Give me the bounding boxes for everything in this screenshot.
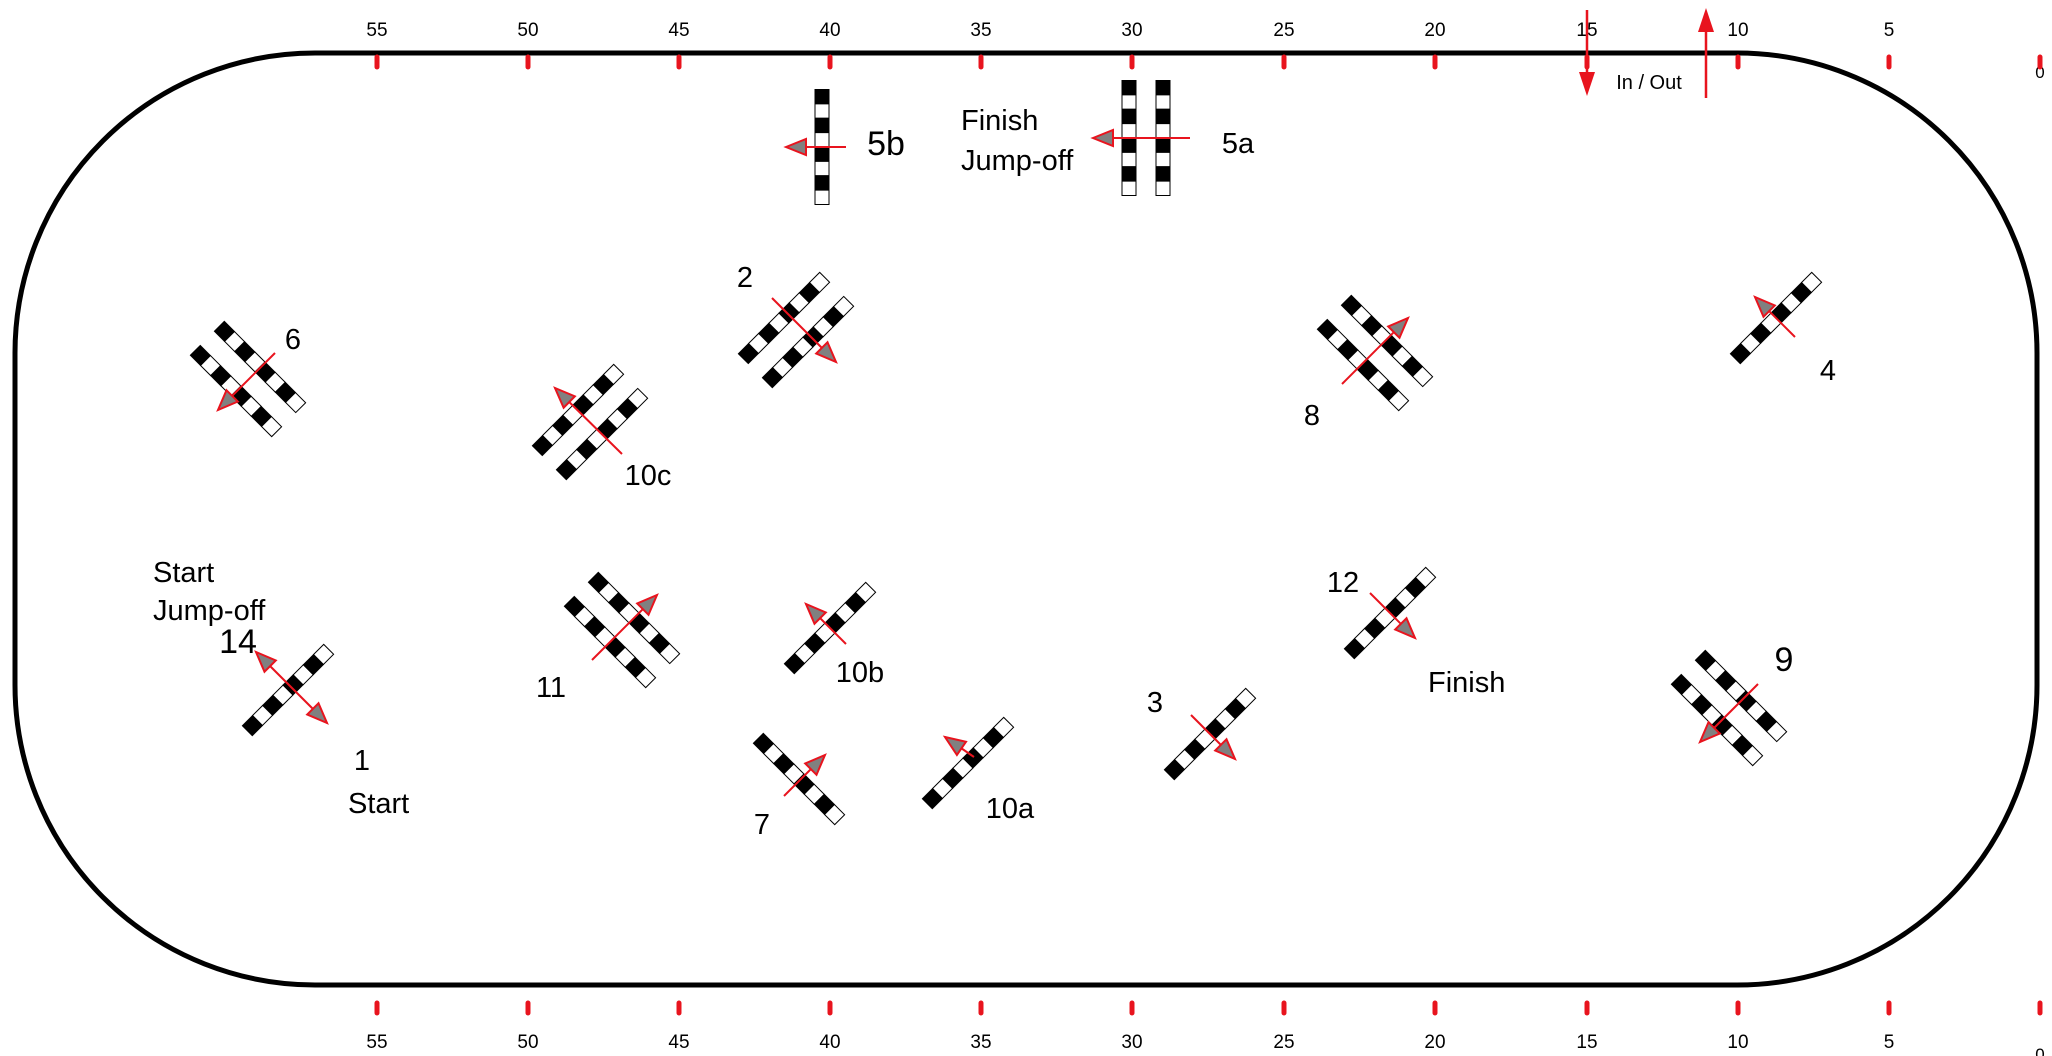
top-scale-label-10: 10 [1727,20,1748,41]
direction-arrows [216,128,1796,797]
fence-1-pole [241,643,335,737]
fence-2-pole-a [737,271,831,365]
fence-label-8: 8 [1304,400,1320,432]
fence-10b-arrow-head [804,602,828,626]
fence-1-arrow-head [305,701,329,725]
bottom-scale-label-55: 55 [366,1032,387,1053]
fences [189,80,1823,826]
fence-label-5a: 5a [1222,128,1255,160]
fence-8 [1316,294,1434,412]
top-scale-label-30: 30 [1121,20,1142,41]
fence-10a [921,716,1015,810]
fence-label-14: 14 [219,623,257,661]
finish-jumpoff-line1: Finish [961,105,1038,137]
fence-8-pole-b [1316,318,1410,412]
fence-label-3: 3 [1147,687,1163,719]
top-scale-label-35: 35 [970,20,991,41]
top-scale-label-5: 5 [1884,20,1895,41]
bottom-scale-label-15: 15 [1576,1032,1597,1053]
fence-1-arrow-head-back [254,650,278,674]
fence-11-arrow-head [635,593,659,617]
gate-in-arrow-head [1579,72,1595,96]
fence-1 [241,643,335,737]
fence-label-12: 12 [1327,567,1359,599]
fence-7-arrow-head [803,753,827,777]
arena-outline [12,50,2040,988]
fence-7-pole [752,732,846,826]
fence-2-arrow-head [814,340,838,364]
top-scale-label-0: 0 [2035,63,2044,82]
start-jumpoff-line1: Start [153,557,214,589]
fence-6-arrow-head [216,388,240,412]
fence-9-pole-b [1670,673,1764,767]
fence-3-arrow-head [1213,737,1237,761]
in-out-gate: In / Out [1579,8,1714,98]
top-scale-label-55: 55 [366,20,387,41]
bottom-scale-ticks [374,1000,2043,1016]
fence-label-9: 9 [1775,641,1794,679]
finish-jumpoff-line2: Jump-off [961,145,1074,177]
fence-labels: 1 2 3 4 5a 5b 6 7 8 9 10a 10b 10c 11 12 … [219,125,1836,841]
fence-label-10b: 10b [836,657,884,689]
start-jumpoff-line2: Jump-off [153,595,266,627]
bottom-scale-label-20: 20 [1424,1032,1445,1053]
top-scale-label-45: 45 [668,20,689,41]
gate-out-arrow-head [1698,8,1714,32]
top-scale-label-25: 25 [1273,20,1294,41]
top-scale-label-50: 50 [517,20,538,41]
bottom-scale: 55 50 45 40 35 30 25 20 15 10 5 0 [366,1000,2045,1056]
fence-9-arrow-head [1698,720,1722,744]
fence-label-2: 2 [737,262,753,294]
fence-label-4: 4 [1820,355,1836,387]
bottom-scale-label-40: 40 [819,1032,840,1053]
bottom-scale-label-30: 30 [1121,1032,1142,1053]
fence-5b-arrow-head [783,137,807,157]
fence-8-arrow-head [1386,316,1410,340]
fence-label-10a: 10a [986,793,1035,825]
fence-label-7: 7 [754,809,770,841]
fence-label-10c: 10c [625,460,672,492]
fence-12-arrow-head [1393,616,1417,640]
fence-label-1: 1 [354,745,370,777]
bottom-scale-label-5: 5 [1884,1032,1895,1053]
fence-4-arrow-head [1753,295,1777,319]
fence-5a [1121,80,1171,196]
course-notes: Start Start Jump-off Finish Finish Jump-… [153,105,1505,820]
top-scale-label-20: 20 [1424,20,1445,41]
bottom-scale-label-45: 45 [668,1032,689,1053]
start-label: Start [348,788,409,820]
fence-5a-arrow-head [1090,128,1114,148]
bottom-scale-label-25: 25 [1273,1032,1294,1053]
gate-label: In / Out [1616,72,1682,94]
fence-5a-pole-a [1155,80,1171,196]
fence-10a-pole [921,716,1015,810]
fence-2-pole-b [761,295,855,389]
fence-label-5b: 5b [867,125,905,163]
top-scale-label-40: 40 [819,20,840,41]
finish-label: Finish [1428,667,1505,699]
fence-label-11: 11 [536,672,566,704]
bottom-scale-label-10: 10 [1727,1032,1748,1053]
fence-10c-arrow-head [553,386,577,410]
fence-8-pole-a [1340,294,1434,388]
fence-2 [737,271,855,389]
fence-7 [752,732,846,826]
fence-9 [1670,649,1788,767]
fence-10a-arrow-head [942,735,968,757]
fence-9-pole-a [1694,649,1788,743]
bottom-scale-label-35: 35 [970,1032,991,1053]
bottom-scale-label-50: 50 [517,1032,538,1053]
fence-label-6: 6 [285,324,301,356]
bottom-scale-label-0: 0 [2035,1045,2044,1056]
